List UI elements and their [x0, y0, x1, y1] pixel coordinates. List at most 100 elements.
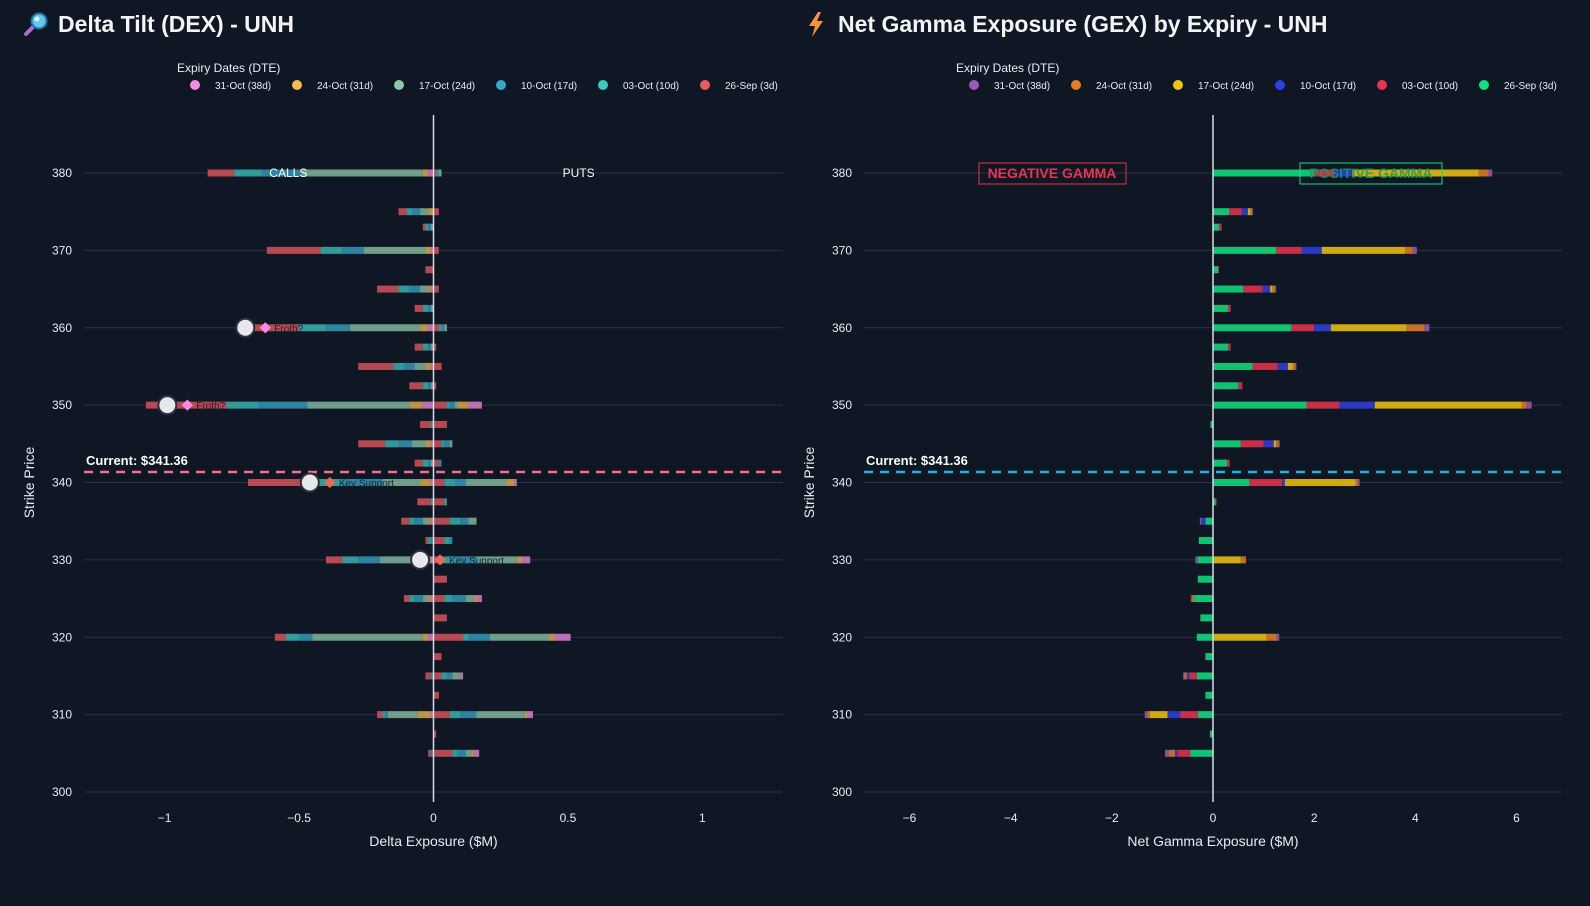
marker-icon [259, 322, 271, 334]
dex-call-bar [425, 440, 431, 448]
dex-call-bar [363, 246, 426, 254]
gex-bar [1190, 749, 1213, 757]
gex-bar [1213, 343, 1229, 351]
dex-put-bar [438, 324, 442, 332]
dex-call-bar [428, 324, 434, 332]
x-tick-label: −6 [903, 811, 917, 825]
gex-bar [1213, 440, 1241, 448]
dex-call-bar [409, 382, 423, 390]
gex-bar [1276, 633, 1280, 641]
gex-bar [1488, 169, 1493, 177]
legend-marker [1275, 80, 1285, 90]
gex-bar [1213, 304, 1229, 312]
dex-call-bar [428, 633, 434, 641]
dex-call-bar [417, 498, 431, 506]
legend-marker [394, 80, 404, 90]
y-tick-label: 370 [832, 243, 852, 257]
x-axis-title: Net Gamma Exposure ($M) [1127, 833, 1298, 849]
gex-bar [1247, 208, 1251, 216]
marker-label: Froth? [274, 324, 303, 335]
dex-call-bar [379, 556, 426, 564]
dex-call-bar [428, 749, 431, 757]
dex-put-bar [476, 711, 525, 719]
dex-call-bar [358, 440, 386, 448]
gex-bar [1213, 362, 1253, 370]
dex-put-bar [465, 595, 474, 603]
gex-bar [1406, 324, 1425, 332]
gex-panel: Net Gamma Exposure (GEX) by Expiry - UNH… [780, 0, 1570, 906]
dex-put-bar [455, 556, 477, 564]
dex-call-bar [325, 556, 343, 564]
dex-call-bar [258, 401, 308, 409]
marker-label: Key Support [449, 556, 504, 567]
legend-marker [598, 80, 608, 90]
gex-bar [1191, 595, 1195, 603]
legend-label: 03-Oct (10d) [623, 81, 679, 92]
dex-call-bar [422, 382, 429, 390]
marker-icon [324, 476, 336, 489]
dex-call-bar [382, 479, 421, 486]
legend-label: 24-Oct (31d) [1096, 81, 1152, 92]
legend-label: 31-Oct (38d) [215, 81, 271, 92]
dex-put-bar [489, 633, 550, 641]
dex-call-bar [430, 595, 434, 603]
gex-bar [1275, 285, 1277, 293]
dex-put-bar [473, 595, 477, 603]
dex-call-bar [422, 304, 429, 312]
dex-call-bar [430, 498, 434, 506]
gex-bar [1210, 420, 1213, 428]
dex-call-bar [285, 633, 300, 641]
gex-bar [1272, 285, 1276, 293]
marker-circle [157, 395, 178, 416]
gex-bar [1209, 730, 1213, 738]
dex-put-bar [438, 459, 442, 467]
dex-put-bar [465, 749, 472, 757]
dex-call-bar [382, 711, 386, 719]
dex-call-bar [422, 401, 434, 409]
dex-call-bar [207, 169, 235, 177]
dex-put-bar [438, 169, 442, 177]
legend-label: 17-Oct (24d) [419, 81, 475, 92]
legend-label: 24-Oct (31d) [317, 81, 373, 92]
x-tick-label: 1 [699, 811, 706, 825]
legend-label: 26-Sep (3d) [725, 81, 778, 92]
gex-bar [1213, 479, 1250, 486]
dex-put-bar [449, 517, 461, 525]
gex-bar [1314, 169, 1335, 177]
gex-bar [1250, 208, 1252, 216]
gex-bar [1266, 633, 1277, 641]
legend-marker [496, 80, 506, 90]
gex-bar [1167, 711, 1181, 719]
dex-call-bar [430, 517, 434, 525]
dex-call-bar [420, 285, 429, 293]
dex-call-bar [414, 304, 423, 312]
y-axis-title: Strike Price [21, 447, 37, 519]
dex-call-bar [430, 440, 434, 448]
dex-call-bar [430, 362, 434, 370]
dex-call-bar [428, 223, 431, 231]
dex-put-bar [433, 730, 437, 738]
dex-put-bar [444, 324, 447, 332]
gex-title-text: Net Gamma Exposure (GEX) by Expiry - UNH [838, 10, 1328, 37]
dex-call-bar [307, 401, 410, 409]
y-axis-title: Strike Price [801, 447, 817, 519]
legend-marker [292, 80, 302, 90]
gex-bar [1478, 169, 1489, 177]
gex-bar [1301, 246, 1322, 254]
dex-call-bar [342, 556, 359, 564]
legend-marker [190, 80, 200, 90]
dex-call-bar [398, 208, 407, 216]
x-tick-label: −0.5 [287, 811, 311, 825]
y-tick-label: 310 [832, 708, 852, 722]
gex-bar [1205, 653, 1213, 661]
y-tick-label: 340 [52, 476, 72, 490]
dex-call-bar [430, 749, 434, 757]
x-tick-label: 2 [1311, 811, 1318, 825]
dex-put-bar [449, 440, 453, 448]
lightning-icon [809, 12, 823, 37]
puts-label: PUTS [563, 166, 595, 180]
dex-call-bar [428, 208, 434, 216]
dex-call-bar [403, 595, 410, 603]
gex-bar [1184, 672, 1187, 680]
dex-put-bar [433, 672, 442, 680]
